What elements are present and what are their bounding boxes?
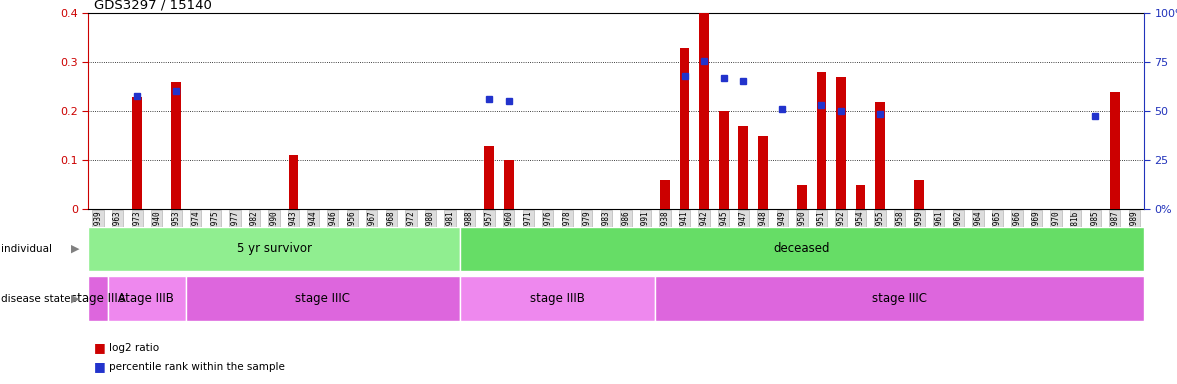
Text: disease state: disease state (1, 293, 71, 304)
Bar (817, 72, 826, 209)
Bar (656, 276, 1144, 321)
Text: stage IIIB: stage IIIB (530, 292, 585, 305)
Bar (699, 13, 709, 209)
Text: percentile rank within the sample: percentile rank within the sample (109, 362, 285, 372)
Bar (88, 227, 460, 271)
Bar (460, 276, 656, 321)
Bar (719, 111, 729, 209)
Text: individual: individual (1, 243, 52, 254)
Bar (288, 156, 299, 209)
Bar (108, 276, 186, 321)
Bar (856, 185, 865, 209)
Bar (186, 276, 460, 321)
Text: stage IIIA: stage IIIA (71, 292, 126, 305)
Text: ■: ■ (94, 341, 106, 354)
Text: GDS3297 / 15140: GDS3297 / 15140 (94, 0, 212, 12)
Bar (460, 227, 1144, 271)
Bar (484, 146, 494, 209)
Bar (836, 77, 846, 209)
Bar (1110, 92, 1119, 209)
Bar (132, 97, 142, 209)
Bar (797, 185, 806, 209)
Bar (876, 101, 885, 209)
Bar (504, 161, 513, 209)
Text: stage IIIC: stage IIIC (872, 292, 927, 305)
Bar (660, 180, 670, 209)
Bar (172, 82, 181, 209)
Bar (738, 126, 749, 209)
Text: ■: ■ (94, 360, 106, 373)
Bar (88, 276, 108, 321)
Bar (758, 136, 767, 209)
Bar (679, 48, 690, 209)
Text: log2 ratio: log2 ratio (109, 343, 160, 353)
Text: deceased: deceased (773, 242, 830, 255)
Text: ▶: ▶ (71, 293, 79, 304)
Text: stage IIIC: stage IIIC (295, 292, 351, 305)
Text: ▶: ▶ (71, 243, 79, 254)
Text: stage IIIB: stage IIIB (120, 292, 174, 305)
Text: 5 yr survivor: 5 yr survivor (237, 242, 312, 255)
Bar (915, 180, 924, 209)
